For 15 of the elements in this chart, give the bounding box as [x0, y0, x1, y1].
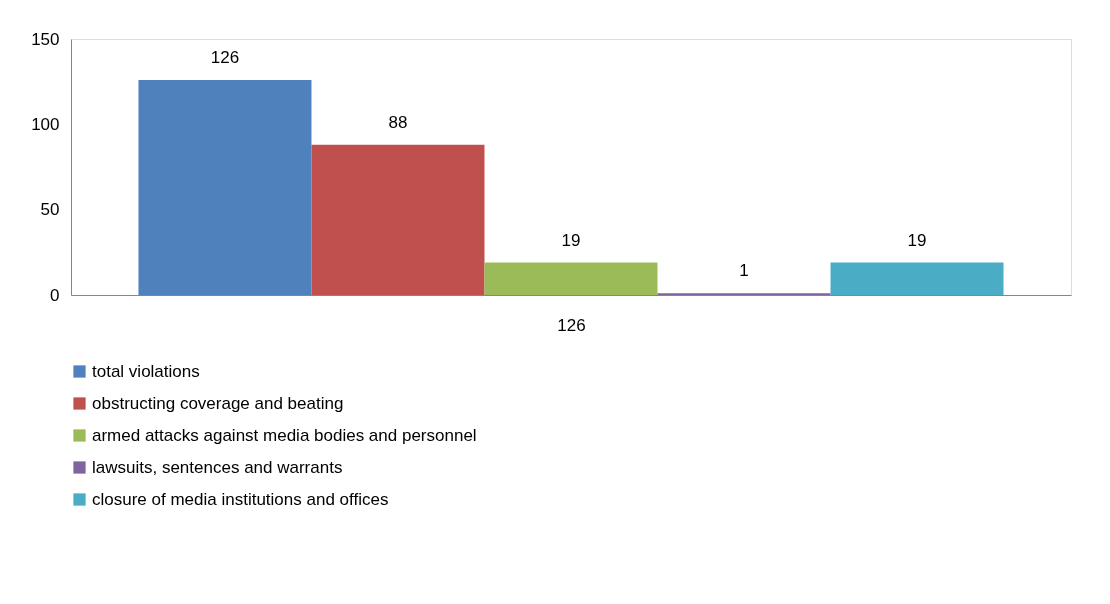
y-tick-label: 150	[31, 29, 60, 49]
data-label: 1	[739, 261, 749, 281]
legend-label: obstructing coverage and beating	[92, 393, 344, 413]
legend-label: closure of media institutions and offices	[92, 489, 389, 509]
data-label: 126	[210, 47, 240, 67]
y-tick-label: 50	[40, 200, 60, 220]
legend-label: total violations	[92, 361, 200, 381]
y-tick-label: 0	[50, 285, 60, 305]
data-label: 88	[388, 112, 408, 132]
y-tick-label: 100	[31, 114, 60, 134]
x-axis-title: 126	[557, 315, 586, 335]
data-label: 19	[907, 230, 927, 250]
legend-label: armed attacks against media bodies and personnel	[92, 425, 477, 445]
data-label: 19	[561, 230, 581, 250]
legend-label: lawsuits, sentences and warrants	[92, 457, 343, 477]
